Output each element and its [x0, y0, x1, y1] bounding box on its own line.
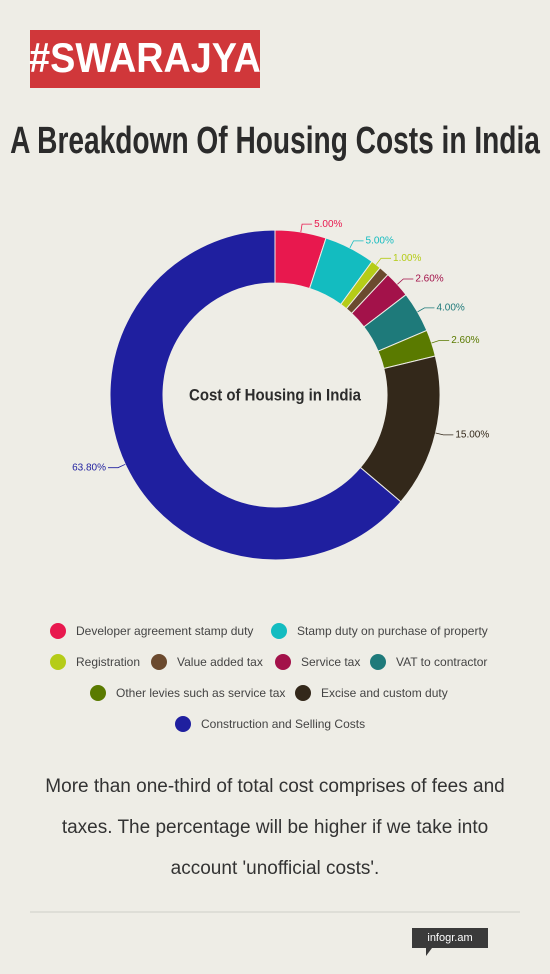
brand-box	[30, 30, 260, 88]
legend-swatch	[50, 623, 66, 639]
donut-center-label: Cost of Housing in India	[189, 387, 361, 405]
legend-label: Stamp duty on purchase of property	[297, 624, 488, 638]
data-label: 4.00%	[436, 303, 464, 314]
leader-line	[375, 257, 392, 265]
data-label: 5.00%	[314, 219, 342, 230]
legend-swatch	[275, 654, 291, 670]
legend-swatch	[295, 685, 311, 701]
leader-line	[300, 223, 313, 233]
legend-swatch	[151, 654, 167, 670]
data-label: 2.60%	[451, 335, 479, 346]
legend-label: Other levies such as service tax	[116, 686, 285, 700]
brand: #SWARAJYA	[29, 35, 261, 81]
data-label: 2.60%	[415, 274, 443, 285]
chart-title: A Breakdown Of Housing Costs in India	[10, 120, 540, 162]
leader-line	[349, 240, 364, 249]
data-label: 5.00%	[366, 235, 394, 246]
donut-slice	[109, 229, 402, 561]
legend-label: Value added tax	[177, 655, 263, 669]
legend-swatch	[370, 654, 386, 670]
note: More than one-third of total cost compri…	[45, 776, 505, 879]
legend-label: Excise and custom duty	[321, 686, 448, 700]
legend-label: Service tax	[301, 655, 360, 669]
leader-line	[431, 340, 450, 344]
leader-line	[417, 307, 435, 313]
leader-line	[435, 432, 454, 436]
footer-credit: infogr.am	[427, 932, 472, 944]
legend-swatch	[50, 654, 66, 670]
data-label: 63.80%	[72, 462, 106, 473]
leader-line	[397, 278, 414, 285]
leader-line	[108, 463, 126, 469]
footer-badge	[412, 928, 488, 956]
legend-swatch	[271, 623, 287, 639]
legend-swatch	[175, 716, 191, 732]
legend-label: Developer agreement stamp duty	[76, 624, 253, 638]
legend-label: Construction and Selling Costs	[201, 717, 365, 731]
legend-label: VAT to contractor	[396, 655, 487, 669]
legend-label: Registration	[76, 655, 140, 669]
data-label: 1.00%	[393, 253, 421, 264]
legend-swatch	[90, 685, 106, 701]
data-label: 15.00%	[455, 429, 489, 440]
